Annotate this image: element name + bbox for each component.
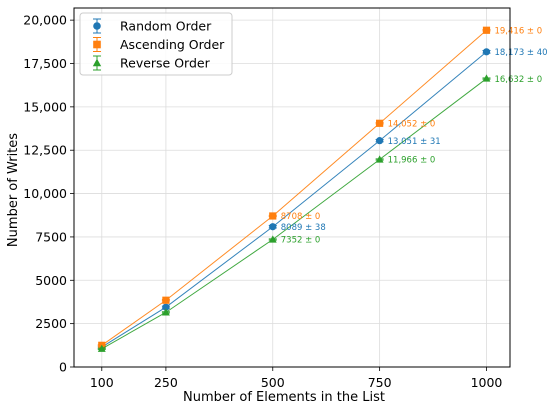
legend-marker	[92, 58, 102, 67]
legend-marker	[93, 22, 101, 30]
series-random-order	[97, 48, 491, 351]
x-tick-label: 100	[90, 375, 114, 390]
legend-marker	[93, 40, 101, 49]
data-point	[376, 119, 384, 127]
data-label: 14,052 ± 0	[388, 119, 436, 129]
series-reverse-order	[97, 74, 491, 352]
legend-label: Random Order	[120, 19, 212, 34]
data-point	[268, 235, 277, 243]
series-line	[101, 51, 487, 348]
data-point	[482, 74, 491, 82]
data-label: 18,173 ± 40	[494, 48, 547, 58]
axes: 0 2500 5000 7500 10,000 12,500 15,000 17,500 20,…	[23, 7, 511, 390]
series-layer	[97, 26, 491, 352]
data-point	[269, 212, 277, 220]
legend-entry: Ascending Order	[93, 37, 225, 52]
data-point	[482, 26, 491, 34]
data-label: 8708 ± 0	[281, 212, 321, 222]
y-axis-label: Number of Writes	[6, 133, 21, 247]
y-tick-label: 10,000	[23, 186, 67, 201]
data-point	[482, 48, 491, 56]
legend: Random Order Ascending Order Reverse Order	[79, 12, 233, 76]
plot-frame	[73, 7, 511, 368]
x-axis-label: Number of Elements in the List	[183, 390, 385, 405]
data-labels: 8089 ± 38 13,051 ± 31 18,173 ± 40 8708 ± 0 1…	[281, 26, 548, 245]
x-tick-label: 500	[261, 375, 285, 390]
data-point	[375, 155, 384, 163]
y-tick-label: 17,500	[23, 56, 67, 71]
y-tick-label: 20,000	[23, 13, 67, 28]
data-label: 19,416 ± 0	[494, 26, 542, 36]
x-tick-label: 250	[154, 375, 178, 390]
data-label: 13,051 ± 31	[388, 137, 441, 147]
legend-label: Ascending Order	[120, 37, 225, 52]
legend-box	[79, 12, 233, 76]
data-point	[162, 303, 170, 311]
y-tick-label: 7500	[35, 229, 67, 244]
x-tick-label: 1000	[471, 375, 503, 390]
legend-label: Reverse Order	[120, 56, 211, 71]
data-point	[376, 137, 384, 145]
legend-entry: Reverse Order	[92, 55, 211, 71]
y-tick-label: 5000	[35, 273, 67, 288]
data-label: 11,966 ± 0	[388, 156, 436, 166]
series-line	[101, 29, 487, 346]
x-tick-label: 750	[368, 375, 392, 390]
y-tick-label: 2500	[35, 316, 67, 331]
data-point	[162, 296, 170, 304]
data-point	[97, 344, 106, 352]
data-label: 8089 ± 38	[281, 223, 326, 233]
data-point	[269, 223, 277, 231]
legend-entry: Random Order	[93, 18, 212, 34]
data-label: 7352 ± 0	[281, 236, 321, 246]
y-tick-label: 0	[59, 360, 67, 375]
y-tick-label: 15,000	[23, 99, 67, 114]
data-label: 16,632 ± 0	[494, 75, 542, 85]
data-point	[161, 308, 170, 316]
y-tick-label: 12,500	[23, 143, 67, 158]
